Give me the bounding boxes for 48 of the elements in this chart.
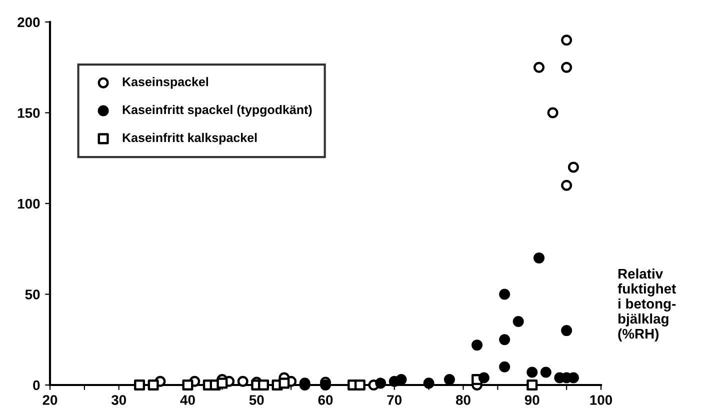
y-tick-label: 0 [33, 380, 40, 390]
x-tick-label: 80 [456, 395, 470, 405]
x-tick-label: 60 [318, 395, 333, 405]
point [561, 180, 572, 191]
point [148, 380, 159, 390]
point [396, 374, 407, 386]
point [526, 380, 538, 390]
point [568, 162, 579, 173]
x-tick-label: 90 [524, 395, 540, 405]
point [561, 325, 572, 336]
y-tick-label: 100 [18, 198, 40, 209]
legend-label: Kaseinfritt kalkspackel [122, 132, 257, 145]
point [499, 288, 510, 300]
point [478, 372, 490, 384]
x-tick-label: 70 [387, 395, 402, 405]
point [534, 62, 545, 73]
point [526, 366, 538, 378]
point [512, 316, 524, 327]
point [216, 378, 228, 389]
point [423, 378, 434, 389]
x-tick-label: 30 [111, 395, 126, 405]
y-tick-label: 150 [18, 108, 40, 118]
point [472, 340, 483, 351]
point [540, 366, 552, 378]
point [375, 378, 386, 389]
y-tick-label: 200 [18, 17, 40, 28]
point [258, 380, 270, 390]
x-tick-label: 20 [42, 395, 58, 405]
legend-label: Kaseinspackel [122, 77, 208, 89]
point [320, 380, 331, 390]
point [237, 376, 248, 387]
point [278, 378, 290, 389]
point [561, 62, 572, 73]
point [499, 361, 510, 372]
x-tick-label: 50 [249, 395, 264, 405]
point [444, 374, 455, 386]
point [354, 380, 366, 390]
point [534, 252, 545, 264]
y-tick-label: 50 [25, 290, 40, 300]
point [134, 380, 146, 390]
point [561, 34, 572, 46]
point [182, 380, 194, 390]
point [499, 334, 510, 346]
x-axis-title: Relativ fuktighet i betong- bjälklag (%RH) [618, 268, 676, 342]
legend-label: Kaseinfritt spackel (typgodkänt) [122, 104, 312, 117]
x-tick-label: 40 [180, 395, 195, 405]
x-tick-label: 100 [590, 395, 612, 405]
point [547, 107, 558, 118]
